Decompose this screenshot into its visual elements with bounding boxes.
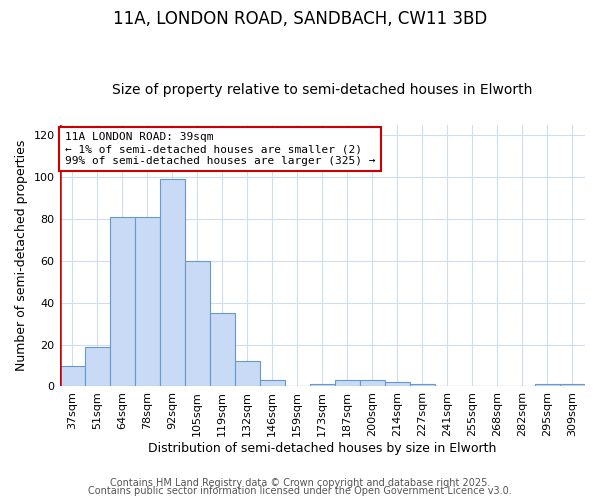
- Bar: [335, 380, 360, 386]
- Text: 11A LONDON ROAD: 39sqm
← 1% of semi-detached houses are smaller (2)
99% of semi-: 11A LONDON ROAD: 39sqm ← 1% of semi-deta…: [65, 132, 375, 166]
- Bar: [160, 179, 185, 386]
- Bar: [134, 216, 160, 386]
- Bar: [535, 384, 560, 386]
- Bar: [185, 260, 209, 386]
- Bar: [235, 362, 260, 386]
- Bar: [310, 384, 335, 386]
- Bar: [59, 366, 85, 386]
- X-axis label: Distribution of semi-detached houses by size in Elworth: Distribution of semi-detached houses by …: [148, 442, 496, 455]
- Text: Contains public sector information licensed under the Open Government Licence v3: Contains public sector information licen…: [88, 486, 512, 496]
- Bar: [209, 313, 235, 386]
- Text: Contains HM Land Registry data © Crown copyright and database right 2025.: Contains HM Land Registry data © Crown c…: [110, 478, 490, 488]
- Bar: [260, 380, 285, 386]
- Text: 11A, LONDON ROAD, SANDBACH, CW11 3BD: 11A, LONDON ROAD, SANDBACH, CW11 3BD: [113, 10, 487, 28]
- Bar: [85, 346, 110, 387]
- Title: Size of property relative to semi-detached houses in Elworth: Size of property relative to semi-detach…: [112, 83, 532, 97]
- Bar: [110, 216, 134, 386]
- Bar: [560, 384, 585, 386]
- Bar: [385, 382, 410, 386]
- Y-axis label: Number of semi-detached properties: Number of semi-detached properties: [15, 140, 28, 371]
- Bar: [360, 380, 385, 386]
- Bar: [410, 384, 435, 386]
